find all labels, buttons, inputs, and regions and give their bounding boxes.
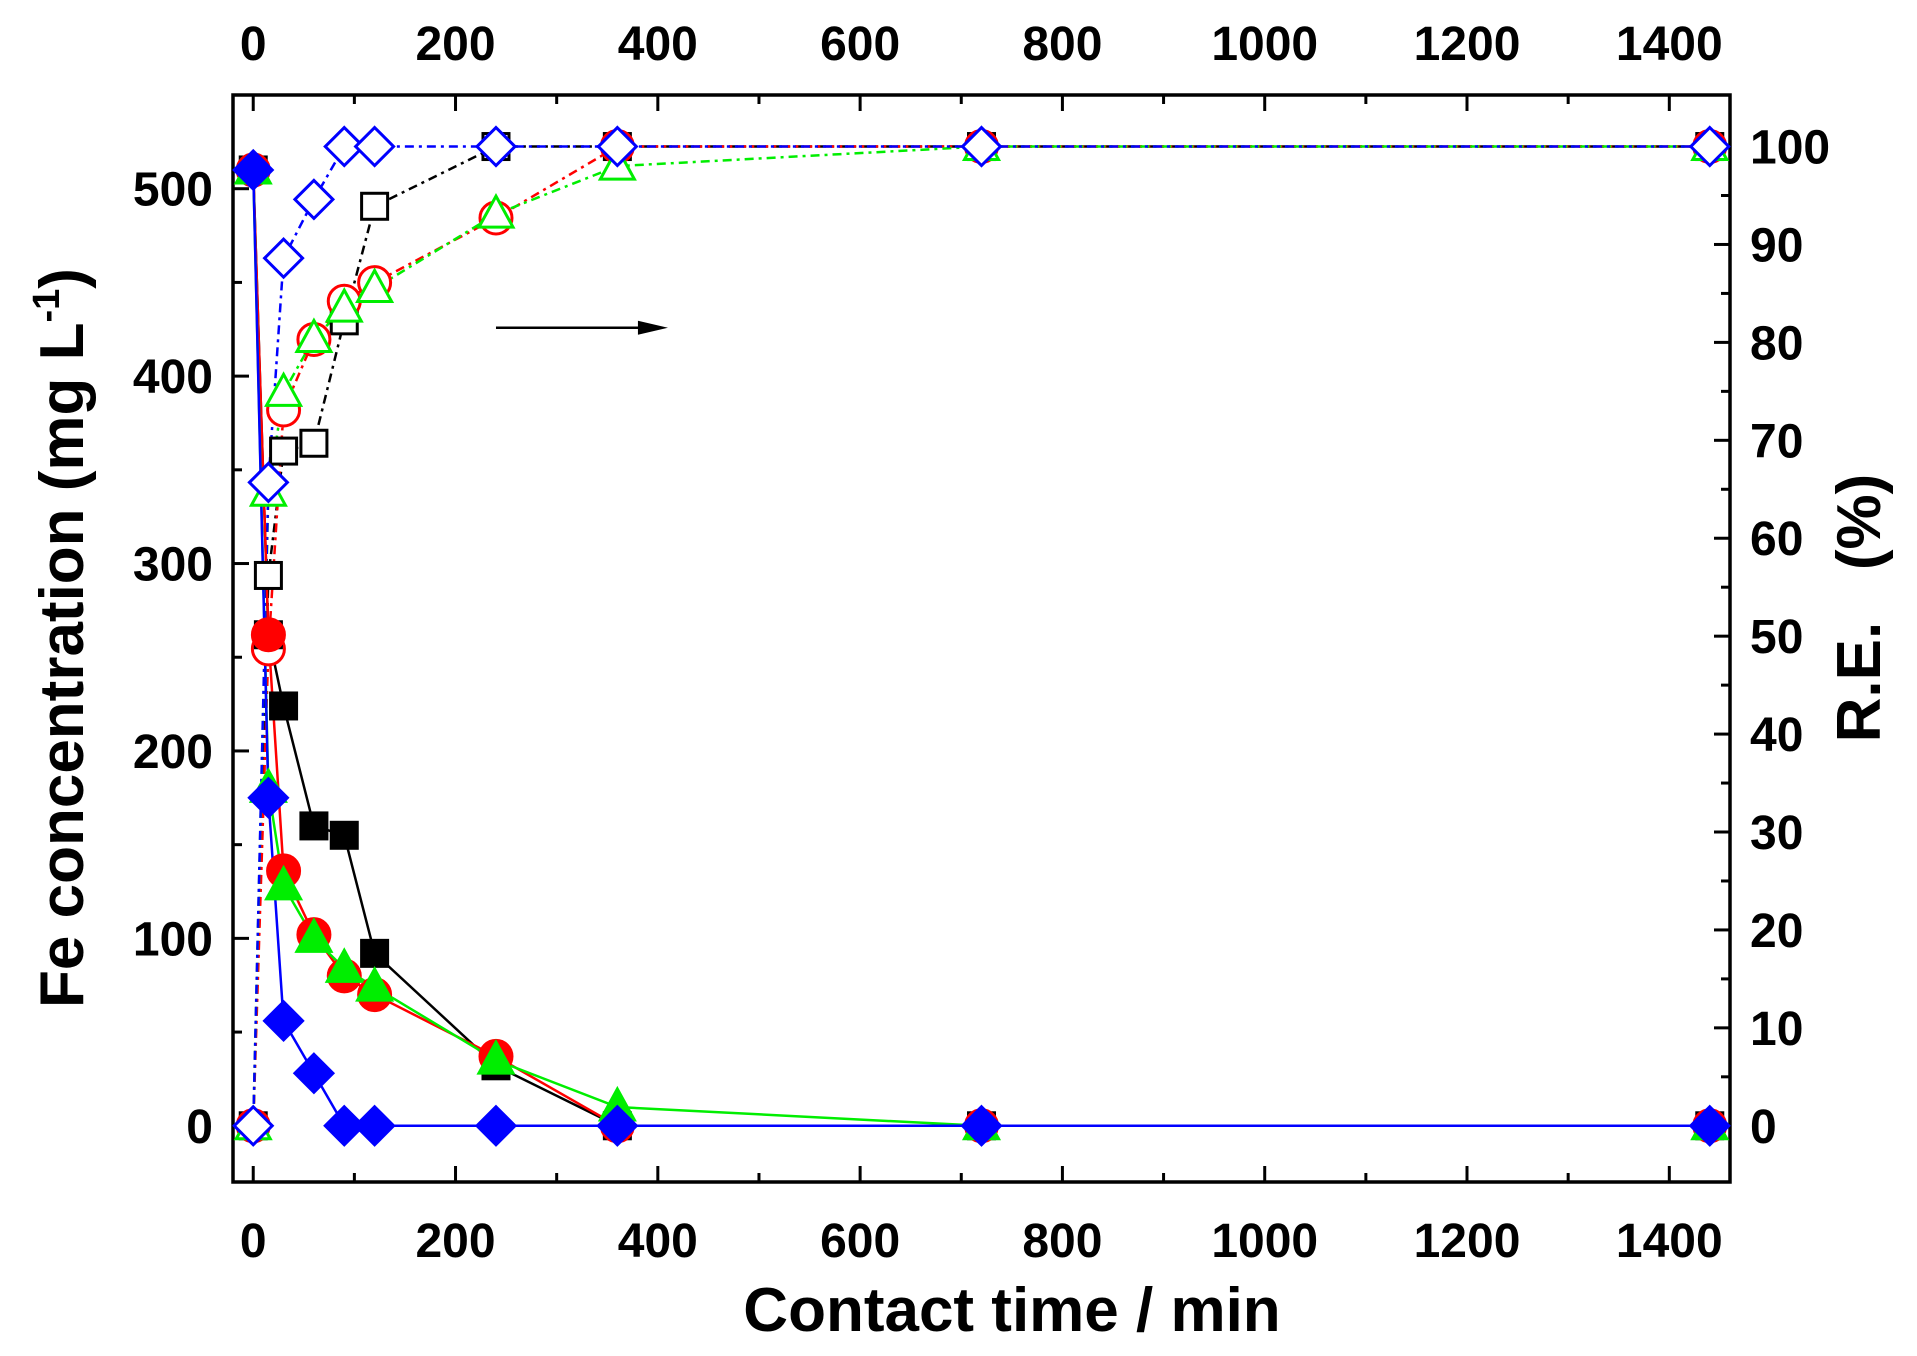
y-axis-left-title: Fe concentration (mg L-1) [26, 268, 97, 1008]
removal-square-point [360, 191, 390, 221]
y-right-tick-label: 80 [1750, 317, 1803, 370]
x-tick-label-top: 1000 [1211, 18, 1318, 71]
y-right-tick-label: 90 [1750, 219, 1803, 272]
y-right-tick-label: 50 [1750, 611, 1803, 664]
annotation-arrow [495, 320, 668, 335]
concentration-diamond-point [353, 1104, 396, 1147]
x-tick-label-bottom: 1400 [1616, 1215, 1723, 1268]
y-left-tick-label: 400 [133, 351, 213, 404]
concentration-triangle-line [251, 169, 1710, 1128]
x-tick-label-top: 0 [240, 18, 267, 71]
removal-diamond-point [323, 125, 366, 168]
concentration-square-point [360, 938, 390, 968]
series-lines [251, 145, 1710, 1128]
y-axis-right-title: R.E. (%) [1825, 474, 1894, 743]
axis-tick-labels: 0020020040040060060080080010001000120012… [133, 18, 1830, 1268]
concentration-triangle-point [324, 947, 364, 983]
x-tick-label-bottom: 600 [820, 1215, 900, 1268]
axis-ticks [233, 95, 1730, 1182]
removal-diamond-point [247, 461, 290, 504]
concentration-diamond-point [960, 1104, 1003, 1147]
concentration-diamond-point [232, 148, 275, 192]
annotation-arrow-head [637, 320, 668, 335]
y-axis-right-title-text: R.E. (%) [1825, 474, 1894, 743]
concentration-triangle-point [355, 965, 395, 1002]
x-tick-label-bottom: 0 [240, 1215, 267, 1268]
y-axis-left-title-superscript: -1 [26, 289, 68, 323]
concentration-diamond-point [262, 999, 305, 1042]
removal-diamond-point [1688, 125, 1731, 168]
removal-triangle-line [251, 145, 1710, 1126]
x-tick-label-top: 1200 [1414, 18, 1521, 71]
removal-square-point [269, 436, 299, 466]
y-axis-left-title-main: Fe concentration (mg L [28, 322, 97, 1007]
concentration-diamond-point [596, 1104, 639, 1147]
concentration-square-point [269, 691, 299, 721]
y-right-tick-label: 70 [1750, 415, 1803, 468]
x-tick-label-top: 800 [1022, 18, 1102, 71]
x-tick-label-bottom: 400 [618, 1215, 698, 1268]
concentration-square-point [329, 820, 359, 850]
concentration-diamond-point [323, 1104, 366, 1147]
y-left-tick-label: 500 [133, 164, 213, 217]
removal-diamond-point [292, 178, 336, 221]
concentration-square-point [299, 811, 329, 841]
x-tick-label-bottom: 1000 [1211, 1215, 1318, 1268]
y-axis-left-title-text: Fe concentration (mg L-1) [26, 268, 97, 1008]
y-left-tick-label: 300 [133, 539, 213, 592]
concentration-triangle-point [294, 917, 334, 953]
y-right-tick-label: 0 [1750, 1101, 1777, 1154]
removal-square-line [251, 145, 1710, 1126]
concentration-square-line [251, 169, 1710, 1128]
x-tick-label-top: 1400 [1616, 18, 1723, 71]
removal-diamond-point [232, 1104, 275, 1147]
x-tick-label-top: 200 [415, 18, 495, 71]
concentration-diamond-line [251, 169, 1710, 1128]
removal-triangle-point [264, 371, 304, 407]
concentration-diamond-point [247, 776, 290, 819]
plot-area-frame [231, 93, 1732, 1184]
y-right-tick-label: 20 [1750, 905, 1803, 958]
y-left-tick-label: 0 [186, 1101, 213, 1154]
removal-diamond-point [960, 125, 1003, 168]
series-markers [232, 125, 1731, 1147]
x-axis-title: Contact time / min [743, 1276, 1280, 1345]
removal-circle-line [251, 145, 1710, 1126]
concentration-triangle-point [264, 864, 304, 901]
x-tick-label-top: 600 [820, 18, 900, 71]
x-tick-label-bottom: 200 [415, 1215, 495, 1268]
x-tick-label-top: 400 [618, 18, 698, 71]
removal-triangle-point [476, 192, 516, 229]
y-axis-left-title-end: ) [28, 268, 97, 289]
y-left-tick-label: 200 [133, 726, 213, 779]
removal-diamond-point [353, 125, 396, 168]
x-tick-label-bottom: 1200 [1414, 1215, 1521, 1268]
y-right-tick-label: 100 [1750, 122, 1830, 175]
removal-diamond-point [474, 125, 518, 168]
x-tick-label-bottom: 800 [1022, 1215, 1102, 1268]
concentration-circle-point [250, 617, 286, 653]
removal-diamond-point [596, 125, 639, 168]
removal-square-point [299, 428, 329, 458]
plot-series [232, 125, 1731, 1147]
removal-square-point [253, 560, 283, 590]
y-right-tick-label: 60 [1750, 513, 1803, 566]
y-right-tick-label: 10 [1750, 1003, 1803, 1056]
concentration-triangle-point [476, 1039, 516, 1075]
concentration-diamond-point [292, 1052, 336, 1095]
concentration-circle-line [251, 169, 1710, 1128]
concentration-diamond-point [1688, 1104, 1731, 1147]
y-right-tick-label: 40 [1750, 709, 1803, 762]
removal-triangle-point [355, 267, 395, 304]
y-left-tick-label: 100 [133, 913, 213, 966]
removal-diamond-line [251, 145, 1710, 1126]
y-right-tick-label: 30 [1750, 807, 1803, 860]
concentration-diamond-point [474, 1104, 518, 1147]
removal-diamond-point [262, 237, 305, 280]
removal-triangle-point [294, 317, 334, 353]
removal-triangle-point [324, 286, 364, 323]
